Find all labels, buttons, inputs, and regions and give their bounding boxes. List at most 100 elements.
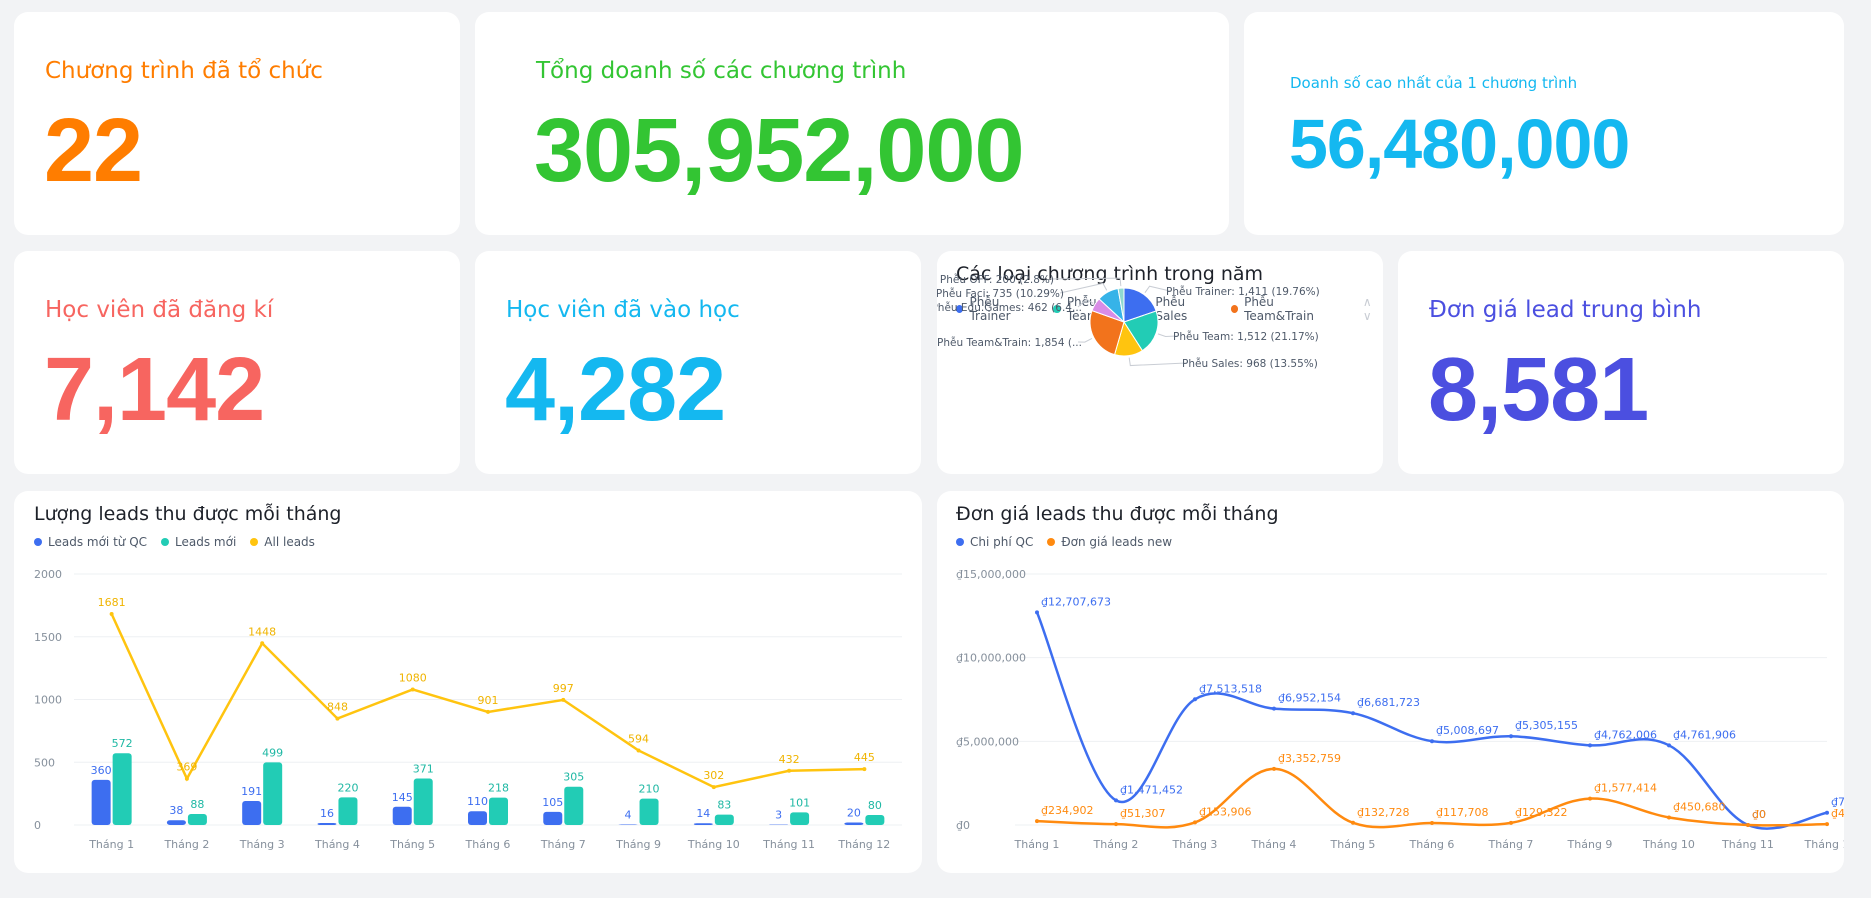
line-point[interactable] (787, 768, 792, 773)
kpi-card-max-revenue: Doanh số cao nhất của 1 chương trình 56,… (1244, 12, 1844, 235)
bar-leads-new[interactable] (112, 753, 132, 825)
bar-leads-qc[interactable] (844, 822, 864, 825)
line-point[interactable] (636, 748, 641, 753)
bar-leads-new[interactable] (187, 813, 207, 825)
legend-page-arrows-icon[interactable]: ∧ ∨ (1362, 295, 1372, 323)
line-value-label: ₫6,681,723 (1357, 696, 1420, 709)
bar-leads-qc[interactable] (317, 822, 337, 825)
line-point[interactable] (1035, 610, 1039, 615)
y-tick-label: 1500 (34, 631, 62, 644)
legend-item-leads-new[interactable]: Leads mới (161, 535, 236, 549)
kpi-label: Đơn giá lead trung bình (1429, 297, 1702, 323)
bar-leads-qc[interactable] (242, 801, 262, 825)
x-tick-label: Tháng 1 (1014, 838, 1060, 851)
x-tick-label: Tháng 5 (1330, 838, 1376, 851)
line-point[interactable] (1588, 743, 1592, 748)
line-point[interactable] (1430, 821, 1434, 826)
line-point[interactable] (335, 716, 340, 721)
line-point[interactable] (486, 709, 490, 714)
line-point[interactable] (1035, 819, 1039, 824)
kpi-label: Chương trình đã tổ chức (45, 58, 323, 84)
bar-value-label: 4 (625, 808, 632, 821)
line-point[interactable] (260, 641, 265, 646)
line-point[interactable] (1746, 823, 1750, 827)
line-point[interactable] (1272, 766, 1276, 771)
x-tick-label: Tháng 11 (762, 838, 815, 851)
line-point[interactable] (1667, 743, 1671, 748)
bar-leads-qc[interactable] (392, 806, 412, 825)
line-point[interactable] (1193, 820, 1197, 825)
legend-dot (1053, 305, 1061, 313)
kpi-label: Tổng doanh số các chương trình (536, 58, 907, 84)
bar-leads-new[interactable] (714, 814, 734, 825)
line-point[interactable] (410, 687, 415, 692)
bar-leads-new[interactable] (263, 762, 283, 825)
bar-leads-new[interactable] (865, 814, 885, 825)
line-point[interactable] (1351, 820, 1355, 825)
line-lead-price (1036, 767, 1828, 829)
pie-slice-label: Phễu Faci: 735 (10.29%) (937, 287, 1064, 300)
legend-item-trainer[interactable]: Phễu Trainer (956, 295, 1039, 323)
legend-item-lead-price[interactable]: Đơn giá leads new (1047, 535, 1172, 549)
line-point[interactable] (1509, 734, 1513, 739)
x-tick-label: Tháng 1 (1804, 838, 1844, 851)
bar-leads-qc[interactable] (618, 824, 638, 825)
legend-item-leads-qc[interactable]: Leads mới từ QC (34, 535, 147, 549)
legend-item-team-train[interactable]: Phễu Team&Train (1230, 295, 1341, 323)
line-point[interactable] (862, 767, 867, 772)
bar-value-label: 305 (563, 771, 584, 784)
bar-leads-new[interactable] (790, 812, 810, 825)
line-value-label: ₫7,513,518 (1199, 682, 1262, 695)
line-point[interactable] (561, 697, 566, 702)
legend-label: Phễu Trainer (969, 295, 1011, 323)
line-value-label: ₫51,307 (1120, 807, 1166, 820)
x-tick-label: Tháng 3 (239, 838, 285, 851)
legend-item-all-leads[interactable]: All leads (250, 535, 315, 549)
line-point[interactable] (1825, 810, 1829, 815)
line-point[interactable] (109, 612, 114, 617)
line-point[interactable] (711, 785, 716, 790)
line-point[interactable] (1667, 815, 1671, 820)
bar-leads-new[interactable] (564, 786, 584, 825)
bar-leads-qc[interactable] (91, 779, 111, 825)
bar-leads-new[interactable] (338, 797, 358, 825)
line-point[interactable] (1351, 711, 1355, 716)
line-point[interactable] (1193, 697, 1197, 702)
bar-leads-qc[interactable] (166, 820, 186, 825)
line-value-label: ₫450,680 (1673, 800, 1726, 813)
pie-slice[interactable] (1089, 309, 1125, 356)
bar-leads-qc[interactable] (693, 823, 713, 825)
bar-leads-new[interactable] (639, 798, 659, 825)
line-value-label: 302 (703, 769, 724, 782)
bar-value-label: 371 (413, 762, 434, 775)
y-tick-label: 2000 (34, 568, 62, 581)
line-point[interactable] (1509, 820, 1513, 825)
kpi-label: Doanh số cao nhất của 1 chương trình (1290, 74, 1578, 92)
bar-leads-new[interactable] (489, 797, 508, 825)
pie-slice[interactable] (1117, 287, 1125, 323)
line-point[interactable] (1272, 706, 1276, 711)
bar-leads-qc[interactable] (543, 811, 563, 825)
line-value-label: 848 (327, 701, 348, 714)
kpi-card-total-revenue: Tổng doanh số các chương trình 305,952,0… (475, 12, 1229, 235)
kpi-label: Học viên đã đăng kí (45, 297, 274, 323)
line-point[interactable] (1825, 822, 1829, 827)
line-value-label: ₫12,707,673 (1041, 595, 1111, 608)
line-value-label: ₫1,471,452 (1120, 783, 1183, 796)
pie-slice-label: Phễu Edu.Games: 462 (6.4... (937, 301, 1082, 314)
bar-leads-new[interactable] (413, 778, 433, 825)
bar-leads-qc[interactable] (468, 811, 487, 825)
x-tick-label: Tháng 3 (1172, 838, 1218, 851)
line-ad-cost (1035, 611, 1828, 830)
pie-slices (1089, 287, 1159, 357)
pie-leader-line (1049, 277, 1122, 287)
line-point[interactable] (1114, 798, 1118, 803)
line-point[interactable] (1114, 822, 1118, 827)
kpi-label: Học viên đã vào học (506, 297, 740, 323)
legend-item-sales[interactable]: Phễu Sales (1141, 295, 1217, 323)
line-point[interactable] (184, 776, 189, 781)
legend-item-ad-cost[interactable]: Chi phí QC (956, 535, 1033, 549)
line-point[interactable] (1430, 739, 1434, 744)
line-point[interactable] (1588, 796, 1592, 801)
pie-slice[interactable] (1123, 310, 1159, 352)
